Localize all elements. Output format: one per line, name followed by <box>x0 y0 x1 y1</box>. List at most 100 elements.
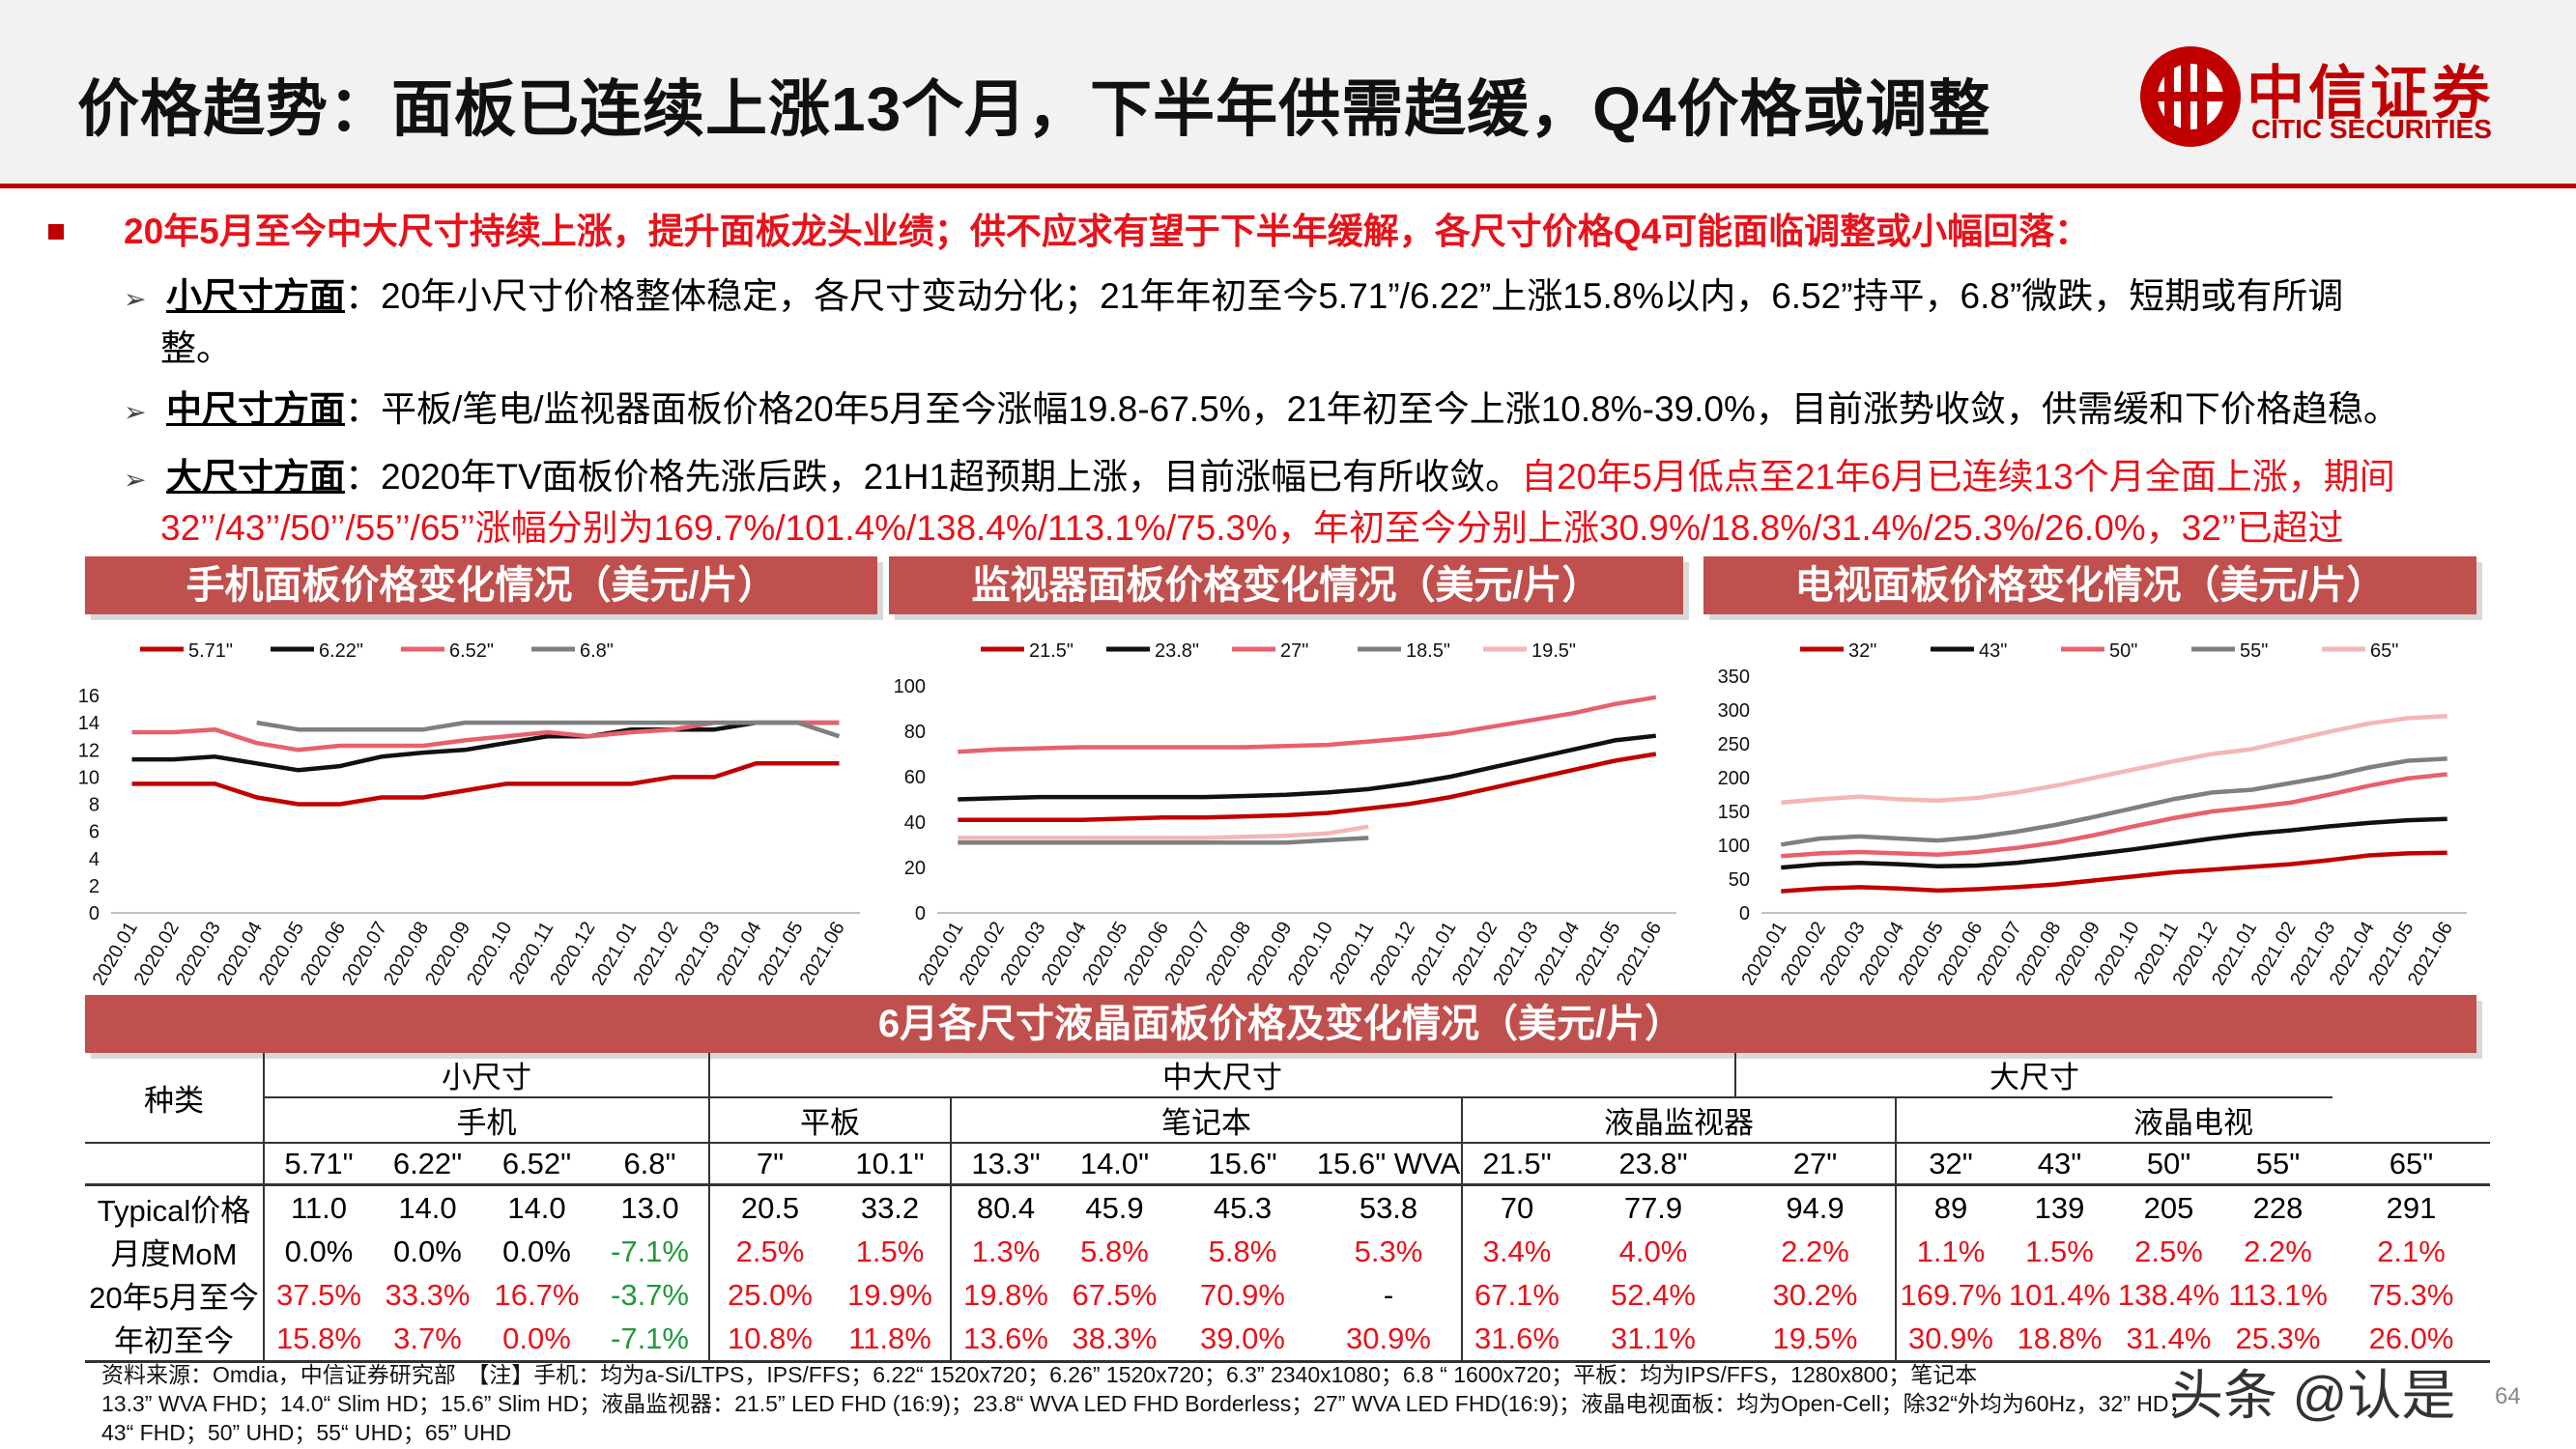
size-header-cell: 23.8" <box>1571 1143 1735 1186</box>
series-line <box>1781 850 2447 894</box>
table-cell: 11.8% <box>830 1317 951 1363</box>
table-title: 6月各尺寸液晶面板价格及变化情况（美元/片） <box>85 995 2476 1053</box>
y-tick-label: 2 <box>89 876 100 897</box>
row-header-cell: 种类 <box>85 1053 264 1144</box>
table-cell: 291 <box>2386 1190 2437 1225</box>
legend-label: 32" <box>1848 640 1876 662</box>
legend-label: 21.5" <box>1029 640 1073 662</box>
panel-price-table: 种类 小尺寸 中大尺寸 大尺寸 手机 平板 笔记本 液晶监视器 液晶电视 5.7… <box>85 1053 2491 1363</box>
size-header-cell: 10.1" <box>830 1143 951 1186</box>
legend-item: 6.22" <box>271 640 363 662</box>
y-tick-label: 8 <box>89 795 100 816</box>
size-header-cell: 5.71" <box>263 1143 373 1186</box>
logo-text-cn: 中信证券 <box>2247 61 2494 126</box>
subgroup-tablet: 平板 <box>708 1097 951 1144</box>
table-cell: 45.9 <box>1085 1190 1144 1225</box>
table-cell: 2.1% <box>2377 1234 2446 1268</box>
y-tick-label: 100 <box>1718 836 1750 857</box>
table-cell: 25.3% <box>2223 1317 2333 1363</box>
main-bullet: 20年5月至今中大尺寸持续上涨，提升面板龙头业绩；供不应求有望于下半年缓解，各尺… <box>124 212 2091 251</box>
size-header-cell: 6.22" <box>373 1143 482 1186</box>
large-size-bullet: ➢ 大尺寸方面：2020年TV面板价格先涨后跌，21H1超预期上涨，目前涨幅已有… <box>124 451 2395 506</box>
table-cell: 2.5% <box>2134 1234 2203 1268</box>
tv-chart-title: 电视面板价格变化情况（美元/片） <box>1703 556 2476 614</box>
legend-item: 23.8" <box>1106 640 1199 662</box>
table-cell: -7.1% <box>591 1317 709 1363</box>
mid-size-text: ：平板/笔电/监视器面板价格20年5月至今涨幅19.8-67.5%，21年初至今… <box>345 389 2399 429</box>
legend-item: 32" <box>1800 640 1876 662</box>
citic-logo-icon <box>2140 46 2241 147</box>
table-cell: 25.0% <box>708 1273 830 1317</box>
legend-label: 55" <box>2240 640 2268 662</box>
table-cell: 52.4% <box>1611 1277 1696 1312</box>
table-cell: 33.3% <box>385 1277 471 1312</box>
y-tick-label: 0 <box>89 903 100 924</box>
y-tick-label: 250 <box>1718 734 1750 755</box>
table-cell: 14.0 <box>398 1190 457 1225</box>
row-label: 年初至今 <box>85 1317 264 1363</box>
table-cell: 33.2 <box>860 1190 920 1225</box>
table-cell: 0.0% <box>502 1234 571 1268</box>
watermark: 头条 @认是 <box>2169 1365 2456 1426</box>
legend-item: 21.5" <box>981 640 1073 662</box>
group-large: 大尺寸 <box>1733 1053 2333 1098</box>
table-cell: 38.3% <box>1060 1317 1169 1363</box>
large-size-text: ：2020年TV面板价格先涨后跌，21H1超预期上涨，目前涨幅已有所收敛。 <box>345 457 1522 497</box>
logo-text-en: CITIC SECURITIES <box>2251 114 2492 144</box>
table-cell: 20.5 <box>708 1184 830 1230</box>
size-header-cell: 14.0" <box>1060 1143 1169 1186</box>
table-cell: 1.1% <box>1895 1230 2005 1273</box>
table-cell: 19.9% <box>847 1277 932 1312</box>
row-label: Typical价格 <box>97 1194 251 1228</box>
y-tick-label: 80 <box>904 722 926 743</box>
size-header-cell: 6.8" <box>591 1143 709 1186</box>
legend-item: 65" <box>2322 640 2398 662</box>
table-cell: 205 <box>2143 1190 2194 1225</box>
subgroup-notebook: 笔记本 <box>950 1097 1462 1144</box>
table-body: Typical价格 11.0 14.0 14.0 13.0 20.5 33.2 80.4 45.… <box>85 1184 2491 1363</box>
series-line <box>958 836 1369 845</box>
table-cell: 113.1% <box>2228 1277 2328 1312</box>
legend-label: 50" <box>2109 640 2137 662</box>
size-header-cell: 43" <box>2005 1143 2114 1186</box>
series-line <box>256 720 841 739</box>
y-tick-label: 4 <box>89 849 100 870</box>
y-tick-label: 50 <box>1729 869 1750 891</box>
table-subgroup-row: 手机 平板 笔记本 液晶监视器 液晶电视 <box>85 1097 2491 1144</box>
size-header-cell: 15.6" <box>1169 1143 1316 1186</box>
monitor-panel-chart: 21.5" 23.8" 27" 18.5" 19.5"0204060801002020.… <box>894 640 1676 985</box>
y-tick-label: 0 <box>1739 903 1750 924</box>
phone-panel-chart: 5.71" 6.22" 6.52" 6.8"02468101214162020.012… <box>78 640 860 985</box>
table-cell: 94.9 <box>1786 1190 1845 1225</box>
legend-item: 50" <box>2061 640 2137 662</box>
legend-item: 5.71" <box>140 640 233 662</box>
legend-item: 18.5" <box>1358 640 1450 662</box>
group-midlarge: 中大尺寸 <box>708 1053 1735 1098</box>
table-cell: 15.8% <box>263 1317 373 1363</box>
table-cell: 5.8% <box>1208 1234 1277 1268</box>
legend-item: 27" <box>1232 640 1308 662</box>
large-size-highlight: 自20年5月低点至21年6月已连续13个月全面上涨，期间 <box>1521 457 2395 497</box>
row-label: 月度MoM <box>110 1237 238 1271</box>
table-cell: 4.0% <box>1618 1234 1688 1268</box>
table-cell: 0.0% <box>482 1317 591 1363</box>
arrow-bullet-icon: ➢ <box>124 284 147 314</box>
size-header-cell: 27" <box>1735 1143 1896 1186</box>
size-header-cell: 50" <box>2114 1143 2223 1186</box>
size-header-blank <box>85 1143 264 1186</box>
y-tick-label: 20 <box>904 858 926 879</box>
legend-item: 19.5" <box>1483 640 1576 662</box>
legend-label: 27" <box>1280 640 1308 662</box>
table-cell: 11.0 <box>263 1184 373 1230</box>
large-size-highlight-cont: 32’’/43’’/50’’/55’’/65’’涨幅分别为169.7%/101.… <box>160 508 2344 548</box>
subgroup-tv: 液晶电视 <box>1894 1097 2491 1144</box>
y-tick-label: 150 <box>1718 802 1750 823</box>
table-cell: 3.7% <box>373 1317 482 1363</box>
table-cell: 16.7% <box>494 1277 580 1312</box>
series-line <box>1780 756 2447 847</box>
table-cell: 5.8% <box>1080 1234 1149 1268</box>
legend-label: 19.5" <box>1531 640 1576 662</box>
legend-label: 5.71" <box>188 640 233 662</box>
monitor-chart-title: 监视器面板价格变化情况（美元/片） <box>889 556 1683 614</box>
series-line <box>1781 816 2447 870</box>
